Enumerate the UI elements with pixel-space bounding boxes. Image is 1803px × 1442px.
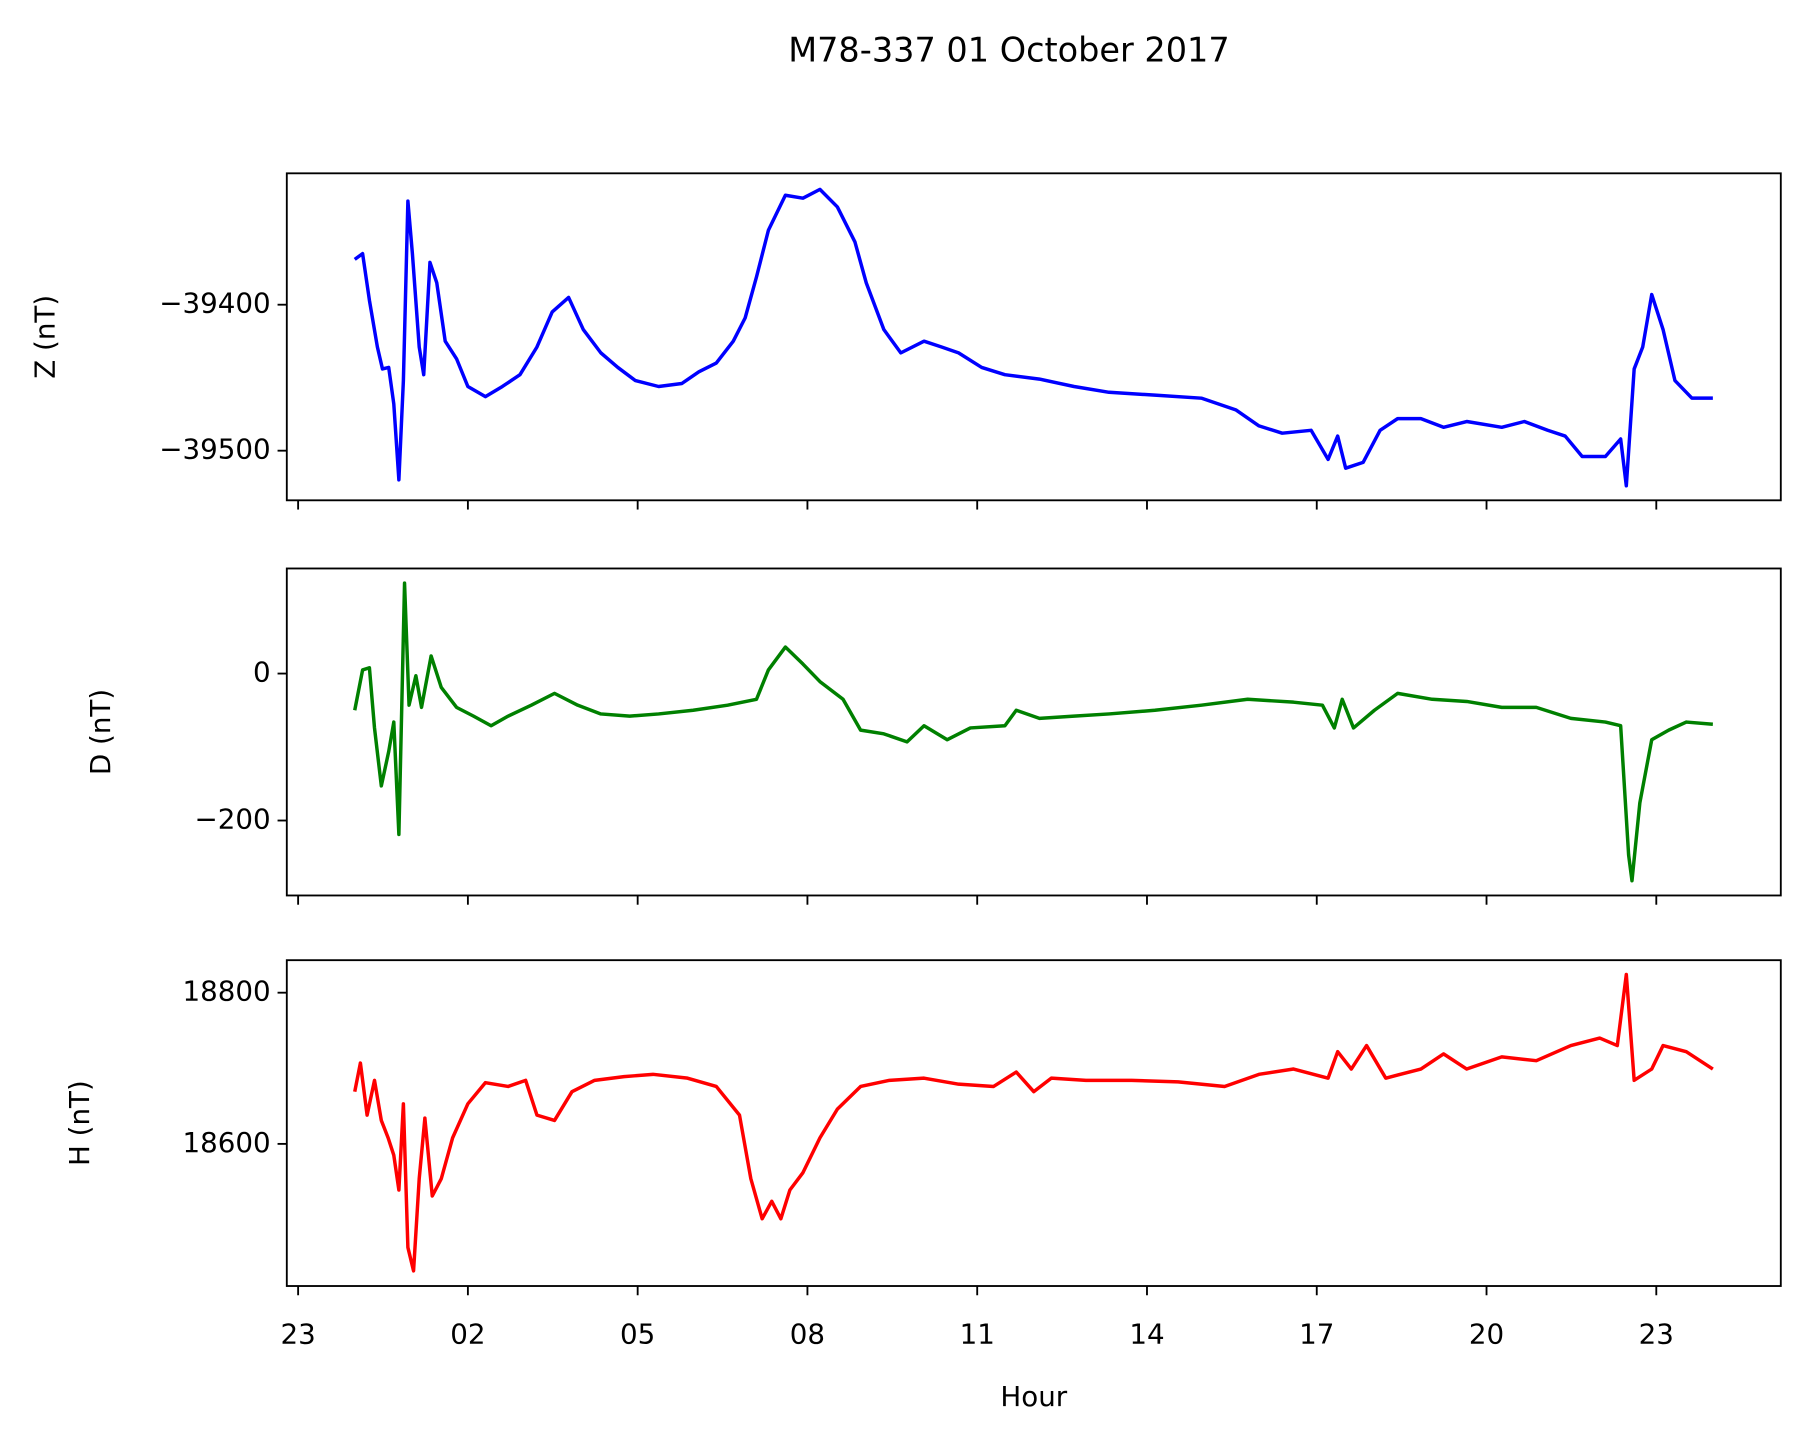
data-line [353, 581, 1713, 883]
y-tick-label: −39400 [159, 287, 270, 320]
plot-frame [285, 567, 1782, 897]
plot-frame [285, 172, 1782, 502]
x-tick-label: 14 [1129, 1318, 1164, 1351]
y-tick-label: 0 [253, 656, 271, 689]
x-tick-label: 20 [1469, 1318, 1504, 1351]
x-tick-label: 23 [1639, 1318, 1674, 1351]
y-axis-label: H (nT) [63, 1080, 96, 1166]
plot-frame [285, 959, 1782, 1287]
y-tick-label: 18600 [182, 1126, 270, 1159]
figure-title: M78-337 01 October 2017 [788, 30, 1229, 69]
y-tick-label: −39500 [159, 433, 270, 466]
y-tick-label: −200 [194, 803, 270, 836]
data-line [353, 972, 1714, 1273]
data-line [353, 187, 1713, 488]
y-axis-label: Z (nT) [28, 295, 61, 379]
x-axis-label: Hour [1000, 1380, 1067, 1413]
x-tick-label: 05 [620, 1318, 655, 1351]
x-tick-label: 08 [790, 1318, 825, 1351]
x-tick-label: 23 [280, 1318, 315, 1351]
x-tick-label: 11 [960, 1318, 995, 1351]
y-axis-label: D (nT) [84, 689, 117, 775]
y-tick-label: 18800 [182, 975, 270, 1008]
x-tick-label: 02 [450, 1318, 485, 1351]
x-tick-label: 17 [1299, 1318, 1334, 1351]
